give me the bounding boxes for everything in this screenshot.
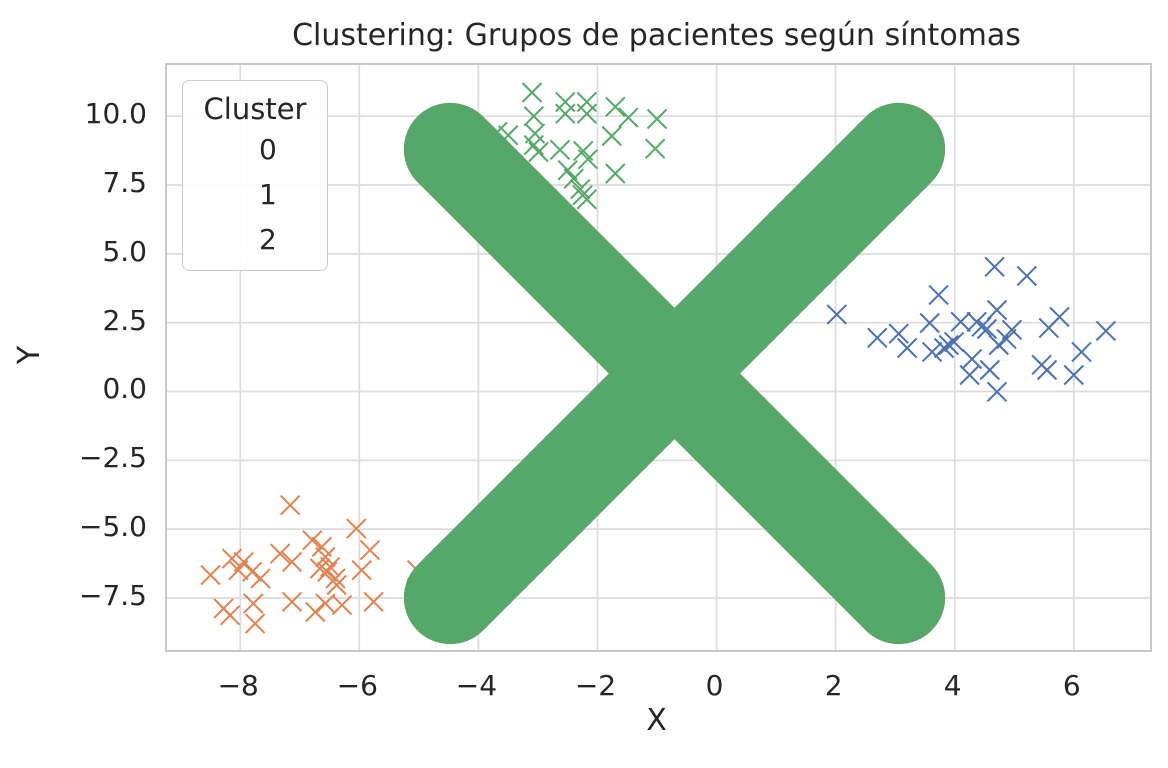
data-point-marker bbox=[1071, 341, 1092, 363]
data-point-marker bbox=[576, 103, 598, 124]
data-point-marker bbox=[523, 105, 545, 127]
y-tick-label: −5.0 bbox=[79, 510, 147, 544]
data-point-marker bbox=[528, 141, 549, 163]
data-point-marker bbox=[219, 605, 241, 626]
data-point-marker bbox=[984, 256, 1005, 278]
data-point-marker bbox=[549, 139, 571, 161]
data-point-marker bbox=[555, 103, 576, 124]
data-point-marker bbox=[279, 494, 301, 516]
data-point-marker bbox=[601, 125, 623, 147]
data-point-marker bbox=[1095, 320, 1117, 342]
data-point-marker bbox=[241, 561, 263, 583]
y-tick-label: 0.0 bbox=[102, 372, 147, 406]
data-point-marker bbox=[281, 591, 303, 613]
data-point-marker bbox=[363, 591, 384, 613]
data-point-marker bbox=[950, 311, 971, 333]
data-point-marker bbox=[928, 284, 949, 306]
data-point-marker bbox=[919, 312, 940, 334]
x-tick-label: −4 bbox=[455, 669, 498, 702]
data-point-marker bbox=[938, 334, 960, 356]
x-tick-label: 4 bbox=[943, 669, 962, 702]
data-point-marker bbox=[200, 564, 221, 586]
y-tick-label: −2.5 bbox=[79, 441, 147, 475]
data-point-marker bbox=[244, 613, 266, 634]
data-point-marker bbox=[1036, 359, 1058, 381]
data-point-marker bbox=[243, 593, 264, 614]
data-point-marker bbox=[979, 359, 1001, 381]
x-tick-label: −6 bbox=[336, 669, 378, 702]
legend-entry-label: 0 bbox=[259, 133, 277, 166]
data-point-marker bbox=[576, 189, 598, 210]
plot-area: Cluster 0 1 2 bbox=[165, 63, 1152, 652]
chart-title: Clustering: Grupos de pacientes según sí… bbox=[292, 18, 1021, 53]
legend-title: Cluster bbox=[203, 92, 307, 126]
data-point-marker bbox=[618, 107, 639, 128]
data-point-marker bbox=[867, 327, 888, 349]
data-point-marker bbox=[305, 601, 326, 623]
data-point-marker bbox=[888, 323, 909, 344]
data-point-marker bbox=[921, 341, 943, 363]
data-point-marker bbox=[986, 381, 1008, 403]
y-tick-label: 2.5 bbox=[102, 303, 147, 337]
legend-entry-label: 1 bbox=[259, 178, 277, 211]
x-tick-label: −2 bbox=[574, 669, 617, 702]
data-point-marker bbox=[250, 568, 271, 589]
data-point-marker bbox=[1016, 265, 1038, 287]
x-tick-label: 2 bbox=[824, 669, 843, 702]
data-point-marker bbox=[316, 561, 338, 583]
data-point-marker bbox=[644, 138, 666, 159]
cluster-0-series bbox=[826, 256, 1117, 403]
data-point-marker bbox=[959, 364, 980, 386]
data-point-marker bbox=[986, 299, 1008, 321]
y-tick-label: −7.5 bbox=[79, 578, 147, 612]
data-point-marker bbox=[943, 331, 965, 353]
data-point-marker bbox=[325, 568, 346, 589]
x-tick-label: 0 bbox=[705, 669, 724, 702]
data-point-marker bbox=[577, 148, 599, 170]
data-point-marker bbox=[302, 529, 323, 551]
legend-entry: 2 bbox=[183, 102, 946, 645]
data-point-marker bbox=[933, 337, 955, 359]
data-point-marker bbox=[966, 311, 987, 333]
legend-items: 0 1 2 bbox=[183, 102, 946, 645]
data-point-marker bbox=[1001, 319, 1023, 341]
y-tick-label: 7.5 bbox=[102, 166, 147, 200]
y-tick-label: 5.0 bbox=[102, 234, 147, 268]
data-point-marker bbox=[331, 594, 353, 616]
data-point-marker bbox=[557, 159, 578, 181]
data-point-marker bbox=[605, 96, 626, 118]
data-point-marker bbox=[569, 178, 591, 200]
data-point-marker bbox=[896, 337, 918, 359]
data-point-marker bbox=[996, 328, 1017, 350]
legend: Cluster 0 1 2 bbox=[182, 80, 946, 645]
data-point-marker bbox=[281, 551, 303, 573]
data-point-marker bbox=[315, 593, 336, 614]
data-point-marker bbox=[1038, 317, 1060, 339]
cluster-1-series bbox=[200, 494, 428, 634]
x-axis-label: X bbox=[646, 703, 667, 738]
data-point-marker bbox=[269, 543, 291, 564]
data-point-marker bbox=[351, 559, 372, 581]
data-point-marker bbox=[826, 304, 848, 325]
data-point-marker bbox=[309, 558, 331, 579]
data-point-marker bbox=[976, 318, 998, 340]
data-point-marker bbox=[646, 108, 668, 130]
data-point-marker bbox=[605, 163, 626, 184]
data-point-marker bbox=[346, 518, 367, 539]
x-tick-label: −8 bbox=[217, 669, 259, 702]
data-point-marker bbox=[563, 168, 584, 189]
data-point-marker bbox=[326, 574, 347, 596]
data-point-marker bbox=[521, 82, 543, 103]
data-point-marker bbox=[221, 548, 243, 569]
y-tick-label: 10.0 bbox=[84, 97, 147, 131]
data-point-marker bbox=[1063, 364, 1085, 386]
x-tick-label: 6 bbox=[1062, 669, 1081, 702]
legend-entry-label: 2 bbox=[259, 223, 277, 256]
data-point-marker bbox=[359, 539, 381, 561]
legend-marker-icon bbox=[403, 102, 946, 645]
